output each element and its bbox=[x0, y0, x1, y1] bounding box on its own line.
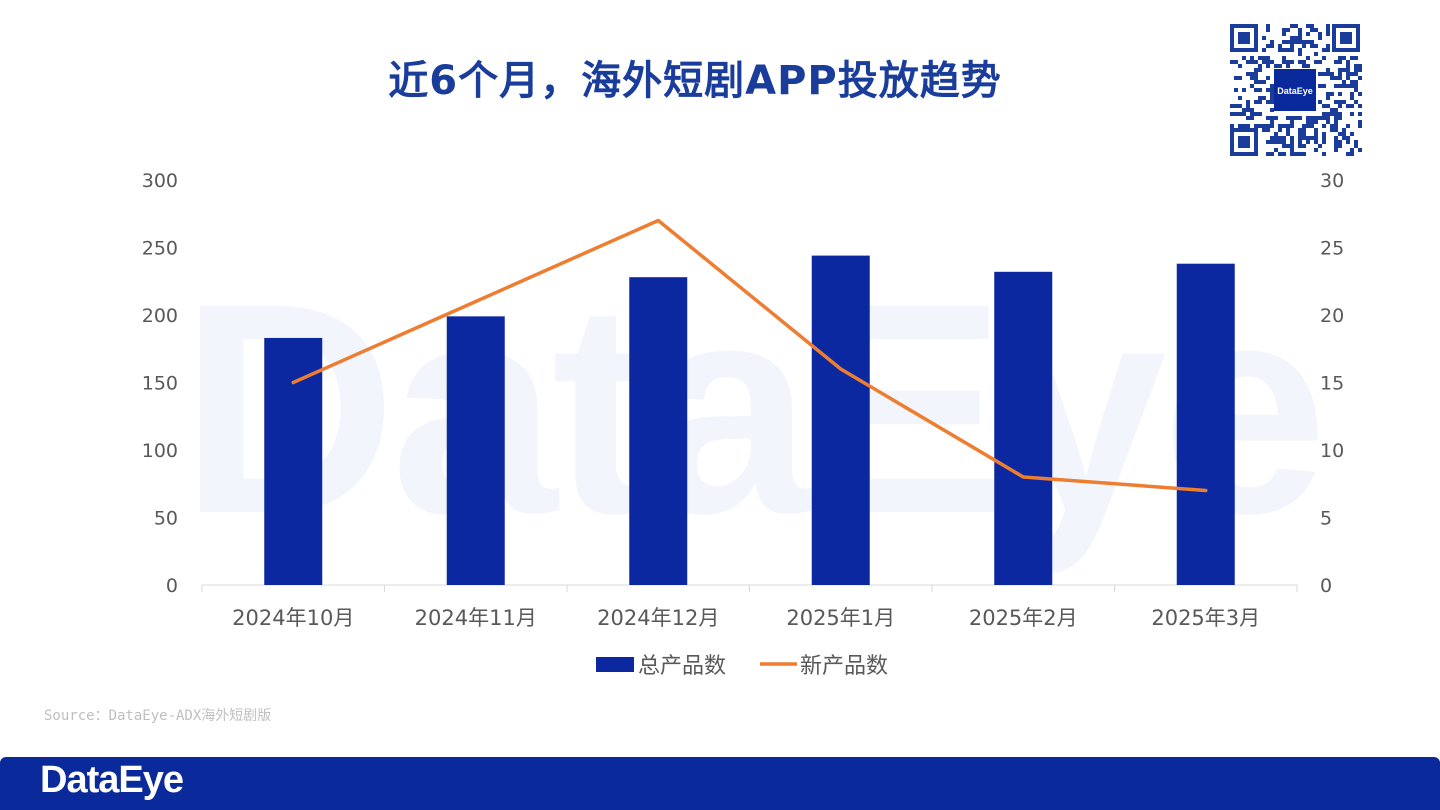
page-title: 近6个月，海外短剧APP投放趋势 bbox=[388, 58, 1002, 104]
left-axis-tick-label: 0 bbox=[166, 575, 178, 597]
line-point bbox=[291, 381, 295, 384]
combo-chart: 0 50 100 150 200 250 300 0 5 10 15 20 25 30 2024年10月… bbox=[142, 170, 1344, 679]
left-axis: 0 50 100 150 200 250 300 bbox=[142, 170, 178, 597]
left-axis-tick-label: 300 bbox=[142, 170, 178, 192]
right-axis-tick-label: 15 bbox=[1320, 373, 1344, 395]
x-axis-label: 2024年12月 bbox=[597, 606, 719, 630]
line-point bbox=[656, 219, 660, 222]
right-axis-tick-label: 5 bbox=[1320, 508, 1332, 530]
right-axis-tick-label: 20 bbox=[1320, 305, 1344, 327]
x-axis-label: 2025年3月 bbox=[1151, 606, 1260, 630]
bar-series bbox=[264, 255, 1235, 585]
left-axis-tick-label: 150 bbox=[142, 373, 178, 395]
right-axis-tick-label: 25 bbox=[1320, 238, 1344, 260]
line-point bbox=[1204, 489, 1208, 492]
right-axis-tick-label: 30 bbox=[1320, 170, 1344, 192]
qr-logo-text: DataEye bbox=[1277, 86, 1313, 96]
bar-total-products bbox=[264, 337, 323, 585]
x-axis-label: 2024年10月 bbox=[232, 606, 354, 630]
right-axis-tick-label: 10 bbox=[1320, 440, 1344, 462]
x-axis-ticks bbox=[201, 585, 1298, 592]
legend-bar-swatch bbox=[596, 657, 634, 672]
left-axis-tick-label: 50 bbox=[154, 508, 178, 530]
left-axis-tick-label: 250 bbox=[142, 238, 178, 260]
bar-total-products bbox=[994, 271, 1053, 585]
bar-total-products bbox=[446, 316, 505, 585]
x-axis-label: 2025年2月 bbox=[969, 606, 1078, 630]
line-point bbox=[839, 367, 843, 371]
bar-total-products bbox=[811, 255, 870, 585]
footer-logo: DataEye bbox=[40, 759, 184, 801]
line-point bbox=[1021, 475, 1025, 479]
right-axis: 0 5 10 15 20 25 30 bbox=[1320, 170, 1344, 597]
line-new-products bbox=[291, 218, 1208, 493]
source-note: Source：DataEye-ADX海外短剧版 bbox=[44, 708, 272, 724]
bar-total-products bbox=[629, 277, 688, 585]
legend: 总产品数 新产品数 bbox=[596, 654, 888, 679]
qr-code-graphic: DataEye bbox=[1228, 22, 1362, 158]
left-axis-tick-label: 100 bbox=[142, 440, 178, 462]
footer-bar: DataEye bbox=[0, 757, 1440, 810]
legend-label-total: 总产品数 bbox=[638, 654, 726, 679]
line-series bbox=[291, 218, 1208, 493]
x-axis-labels: 2024年10月 2024年11月 2024年12月 2025年1月 2025年2月 20… bbox=[232, 606, 1260, 630]
left-axis-tick-label: 200 bbox=[142, 305, 178, 327]
line-point bbox=[474, 300, 478, 303]
right-axis-tick-label: 0 bbox=[1320, 575, 1332, 597]
x-axis-label: 2024年11月 bbox=[415, 606, 537, 630]
legend-label-new: 新产品数 bbox=[800, 654, 888, 679]
x-axis-label: 2025年1月 bbox=[786, 606, 895, 630]
bar-total-products bbox=[1176, 263, 1235, 585]
qr-code: DataEye bbox=[1228, 22, 1362, 158]
